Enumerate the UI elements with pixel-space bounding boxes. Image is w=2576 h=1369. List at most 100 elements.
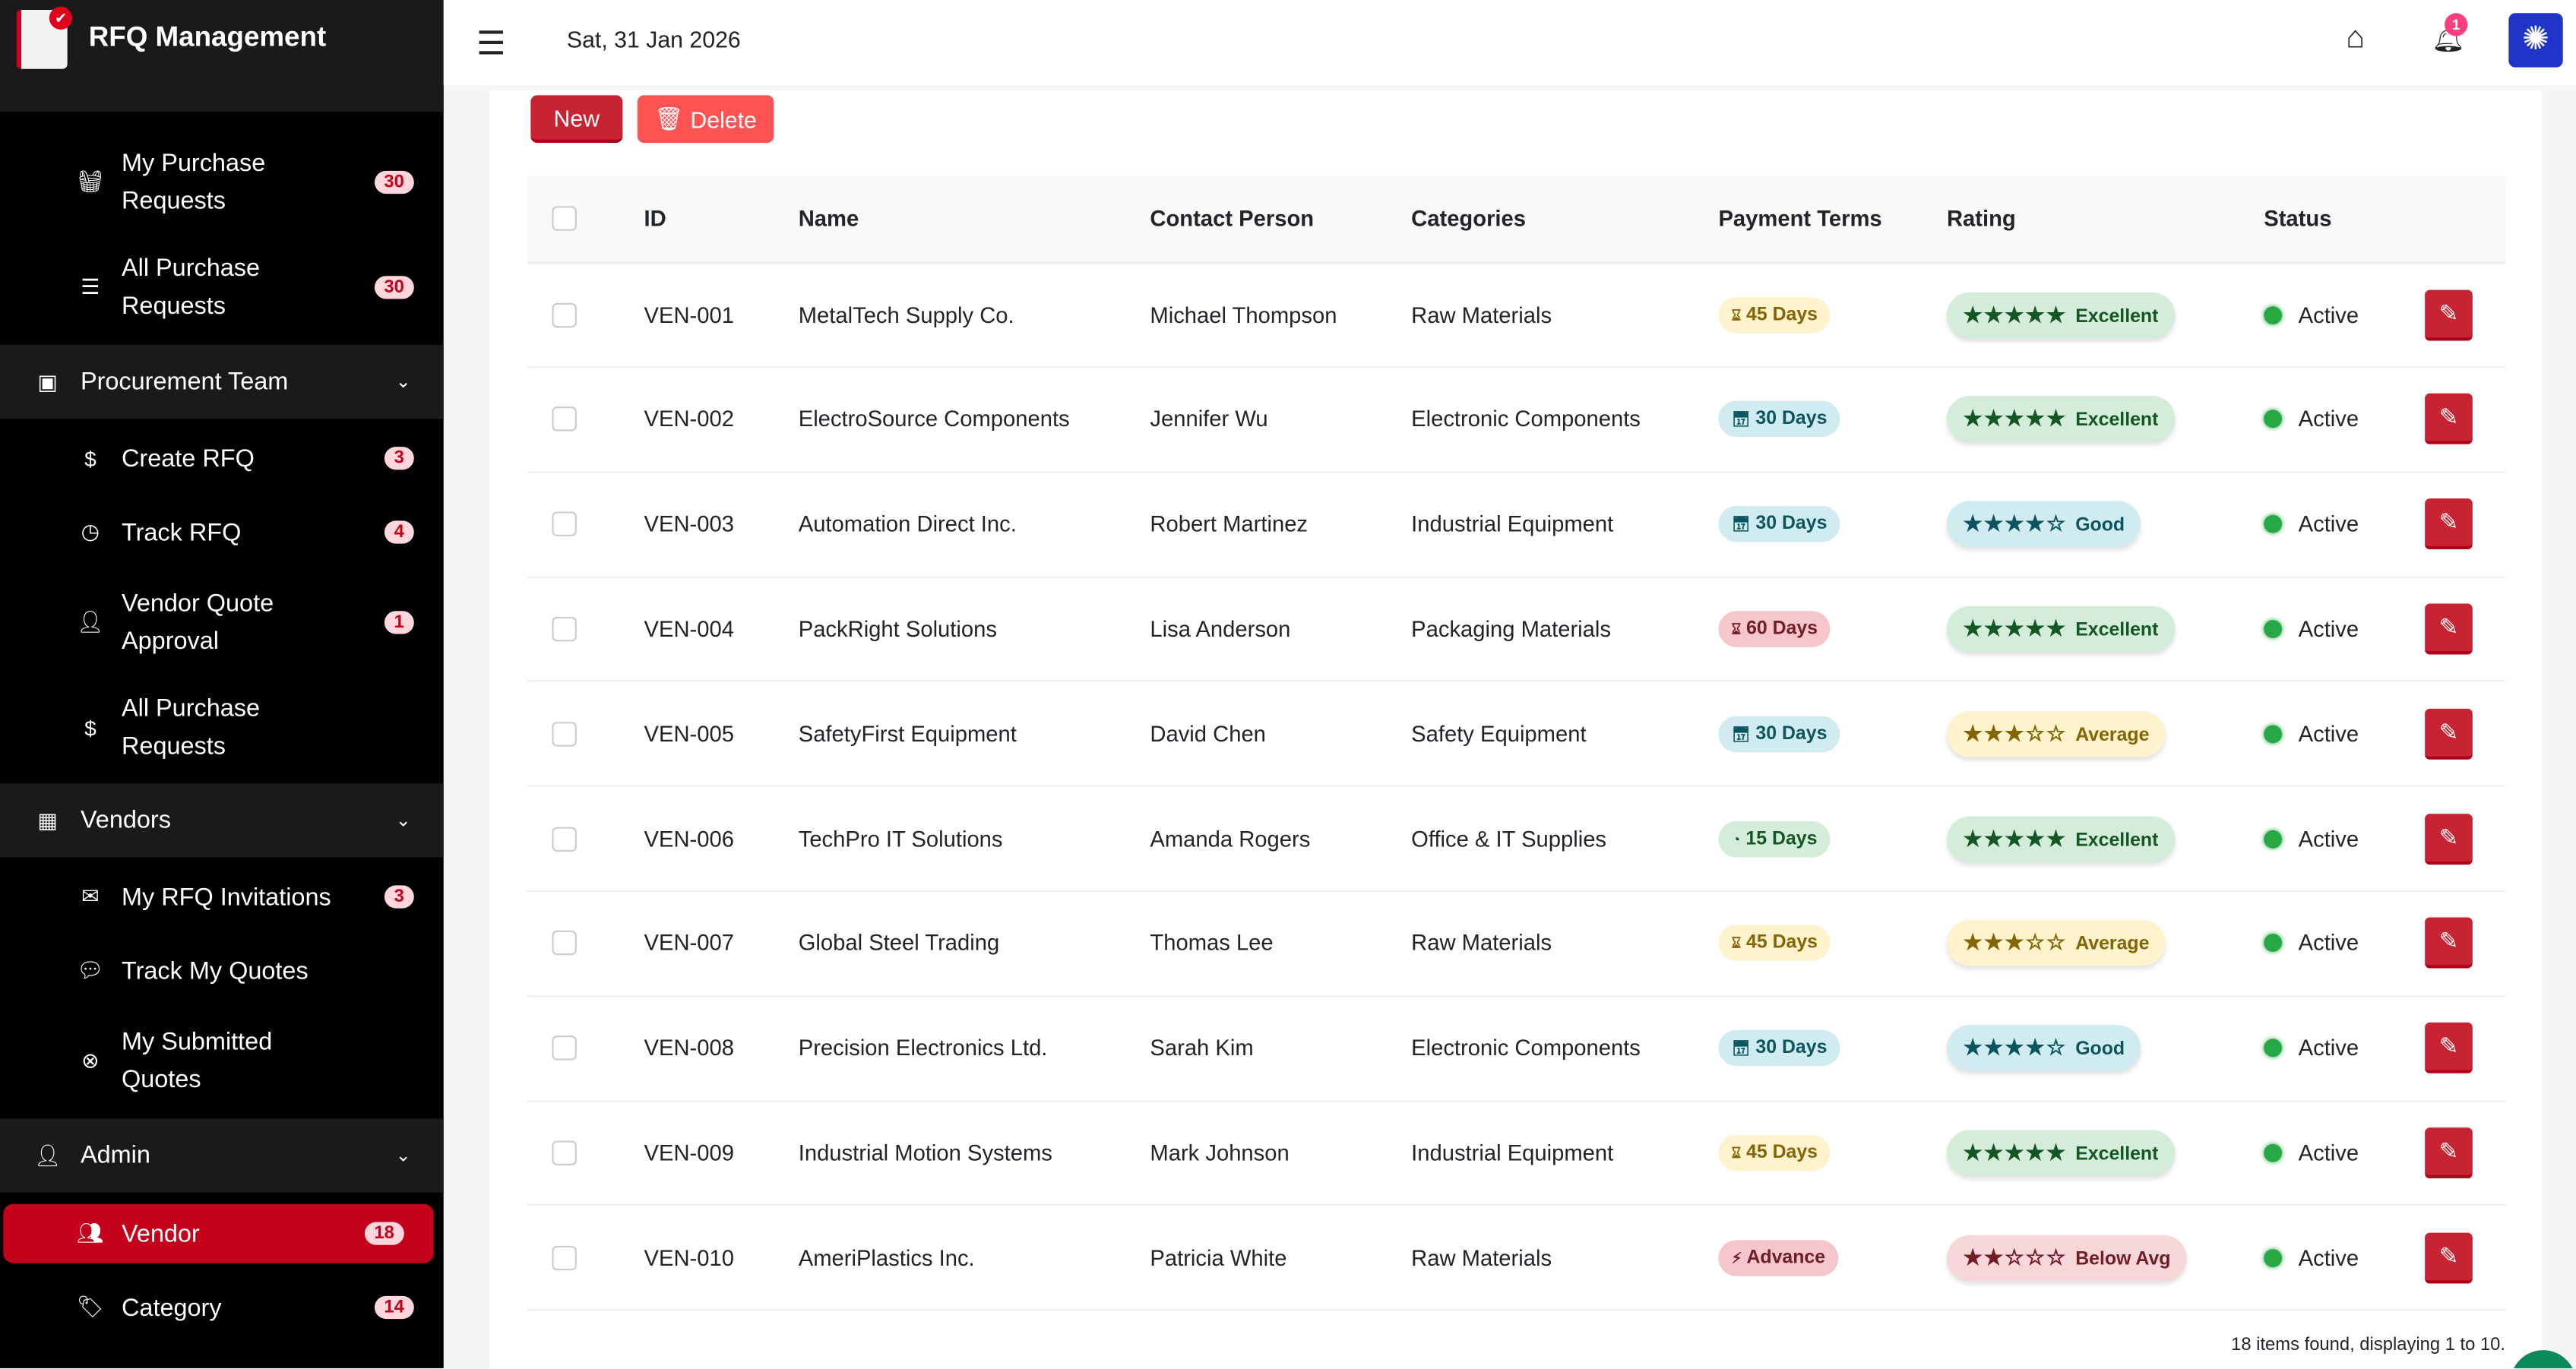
payment-terms-badge: ⚡︎ Advance: [1718, 1239, 1839, 1276]
table-row[interactable]: VEN-009 Industrial Motion Systems Mark J…: [527, 1101, 2506, 1206]
vendor-name: MetalTech Supply Co.: [798, 302, 1014, 327]
column-id[interactable]: ID: [644, 206, 666, 231]
building-user-icon: ▦: [37, 807, 58, 833]
edit-icon: ✎: [2438, 403, 2459, 431]
table-row[interactable]: VEN-008 Precision Electronics Ltd. Sarah…: [527, 996, 2506, 1102]
sidebar-group-vendors[interactable]: ▦ Vendors ⌄: [0, 783, 444, 858]
status-dot-icon: [2264, 1143, 2283, 1162]
table-row[interactable]: VEN-010 AmeriPlastics Inc. Patricia Whit…: [527, 1206, 2506, 1311]
contact-person: Amanda Rogers: [1150, 826, 1311, 851]
sidebar-item-my-submitted-quotes[interactable]: ⊗ My Submitted Quotes: [0, 1022, 444, 1101]
status-dot-icon: [2264, 305, 2283, 324]
menu-toggle-icon[interactable]: ☰: [476, 26, 506, 63]
chat-button[interactable]: [2510, 1350, 2576, 1368]
sidebar-item-label: Track RFQ: [121, 518, 242, 546]
payment-terms-badge: 📅︎ 30 Days: [1718, 1029, 1840, 1067]
rating-badge: ★★★★★ Excellent: [1946, 605, 2176, 653]
table-row[interactable]: VEN-004 PackRight Solutions Lisa Anderso…: [527, 577, 2506, 683]
row-checkbox[interactable]: [552, 1140, 577, 1165]
column-categories[interactable]: Categories: [1411, 206, 1527, 231]
sidebar-group-admin[interactable]: 👤︎ Admin ⌄: [0, 1118, 444, 1193]
brand[interactable]: ✔ RFQ Management: [0, 0, 444, 112]
sidebar-group-procurement-team[interactable]: ▣ Procurement Team ⌄: [0, 345, 444, 419]
avatar[interactable]: ✺: [2508, 13, 2563, 68]
bell-icon[interactable]: 🔔︎ 1: [2432, 13, 2468, 55]
row-checkbox[interactable]: [552, 1245, 577, 1270]
edit-button[interactable]: ✎: [2425, 1231, 2473, 1283]
status-dot-icon: [2264, 619, 2283, 638]
status: Active: [2264, 826, 2359, 851]
row-checkbox[interactable]: [552, 302, 577, 327]
column-status[interactable]: Status: [2264, 206, 2332, 231]
status: Active: [2264, 1245, 2359, 1270]
payment-terms: 30 Days: [1755, 514, 1828, 534]
column-contact[interactable]: Contact Person: [1150, 206, 1315, 231]
star-rating-icon: ★★★★★: [1963, 301, 2068, 327]
payment-terms: 45 Days: [1746, 933, 1818, 953]
column-rating[interactable]: Rating: [1946, 206, 2016, 231]
table-row[interactable]: VEN-003 Automation Direct Inc. Robert Ma…: [527, 473, 2506, 578]
table-row[interactable]: VEN-006 TechPro IT Solutions Amanda Roge…: [527, 787, 2506, 892]
row-checkbox[interactable]: [552, 511, 577, 537]
rating-badge: ★★★☆☆ Average: [1946, 710, 2166, 757]
row-checkbox[interactable]: [552, 721, 577, 746]
rating-badge: ★★★★★ Excellent: [1946, 396, 2176, 443]
sidebar: ✔ RFQ Management 🧺︎ My Purchase Requests 3…: [0, 0, 444, 1368]
row-checkbox[interactable]: [552, 1035, 577, 1061]
sidebar-item-track-my-quotes[interactable]: 💬︎ Track My Quotes: [0, 941, 444, 1001]
edit-button[interactable]: ✎: [2425, 394, 2473, 445]
sidebar-item-vendor-quote-approval[interactable]: 👤︎ Vendor Quote Approval 1: [0, 583, 444, 662]
edit-button[interactable]: ✎: [2425, 1127, 2473, 1178]
table-row[interactable]: VEN-005 SafetyFirst Equipment David Chen…: [527, 682, 2506, 788]
row-checkbox[interactable]: [552, 406, 577, 432]
rating-label: Average: [2075, 725, 2150, 745]
rating-label: Excellent: [2075, 411, 2159, 432]
table-row[interactable]: VEN-001 MetalTech Supply Co. Michael Tho…: [527, 263, 2506, 368]
edit-button[interactable]: ✎: [2425, 918, 2473, 969]
edit-button[interactable]: ✎: [2425, 813, 2473, 865]
sidebar-item-my-rfq-invitations[interactable]: ✉ My RFQ Invitations 3: [0, 868, 444, 927]
edit-icon: ✎: [2438, 508, 2459, 535]
sidebar-item-my-purchase-requests[interactable]: 🧺︎ My Purchase Requests 30: [0, 144, 444, 220]
edit-button[interactable]: ✎: [2425, 603, 2473, 655]
sidebar-item-category[interactable]: 🏷︎ Category 14: [0, 1278, 444, 1337]
payment-terms-badge: 📅︎ 30 Days: [1718, 506, 1840, 542]
edit-button[interactable]: ✎: [2425, 1023, 2473, 1074]
category: Electronic Components: [1411, 1035, 1641, 1061]
contact-person: David Chen: [1150, 721, 1266, 746]
row-checkbox[interactable]: [552, 931, 577, 956]
column-payment-terms[interactable]: Payment Terms: [1718, 206, 1882, 231]
row-checkbox[interactable]: [552, 616, 577, 642]
vendor-name: Industrial Motion Systems: [798, 1140, 1052, 1165]
edit-icon: ✎: [2438, 1137, 2459, 1164]
row-checkbox[interactable]: [552, 826, 577, 851]
home-icon[interactable]: ⌂: [2346, 21, 2366, 56]
status-dot-icon: [2264, 1248, 2283, 1267]
sidebar-item-all-purchase-requests[interactable]: ☰ All Purchase Requests 30: [0, 250, 444, 325]
status: Active: [2264, 931, 2359, 956]
sidebar-item-track-rfq[interactable]: ◷ Track RFQ 4: [0, 503, 444, 562]
sidebar-item-all-purchase-requests[interactable]: $ All Purchase Requests: [0, 688, 444, 767]
rating-label: Average: [2075, 934, 2150, 955]
sidebar-item-create-rfq[interactable]: $ Create RFQ 3: [0, 428, 444, 488]
select-all-checkbox[interactable]: [552, 206, 577, 231]
edit-icon: ✎: [2438, 928, 2459, 954]
delete-button[interactable]: 🗑︎ Delete: [637, 95, 774, 144]
table-row[interactable]: VEN-007 Global Steel Trading Thomas Lee …: [527, 892, 2506, 997]
new-button[interactable]: New: [530, 95, 623, 144]
edit-button[interactable]: ✎: [2425, 289, 2473, 340]
sidebar-item-vendor[interactable]: 👥︎ Vendor 18: [3, 1203, 434, 1263]
sidebar-group-label: Procurement Team: [80, 368, 289, 397]
contact-person: Thomas Lee: [1150, 931, 1274, 956]
column-name[interactable]: Name: [798, 206, 859, 231]
status: Active: [2264, 512, 2359, 536]
chevron-down-icon: ⌄: [395, 1146, 411, 1167]
payment-icon: 📅︎: [1731, 1039, 1751, 1057]
rating-badge: ★★★★☆ Good: [1946, 1025, 2141, 1071]
edit-button[interactable]: ✎: [2425, 708, 2473, 760]
sidebar-item-label: My RFQ Invitations: [121, 883, 331, 911]
edit-button[interactable]: ✎: [2425, 498, 2473, 550]
app-title: RFQ Management: [88, 21, 327, 53]
table-row[interactable]: VEN-002 ElectroSource Components Jennife…: [527, 368, 2506, 473]
payment-terms-badge: ⌛︎ 60 Days: [1718, 611, 1831, 647]
